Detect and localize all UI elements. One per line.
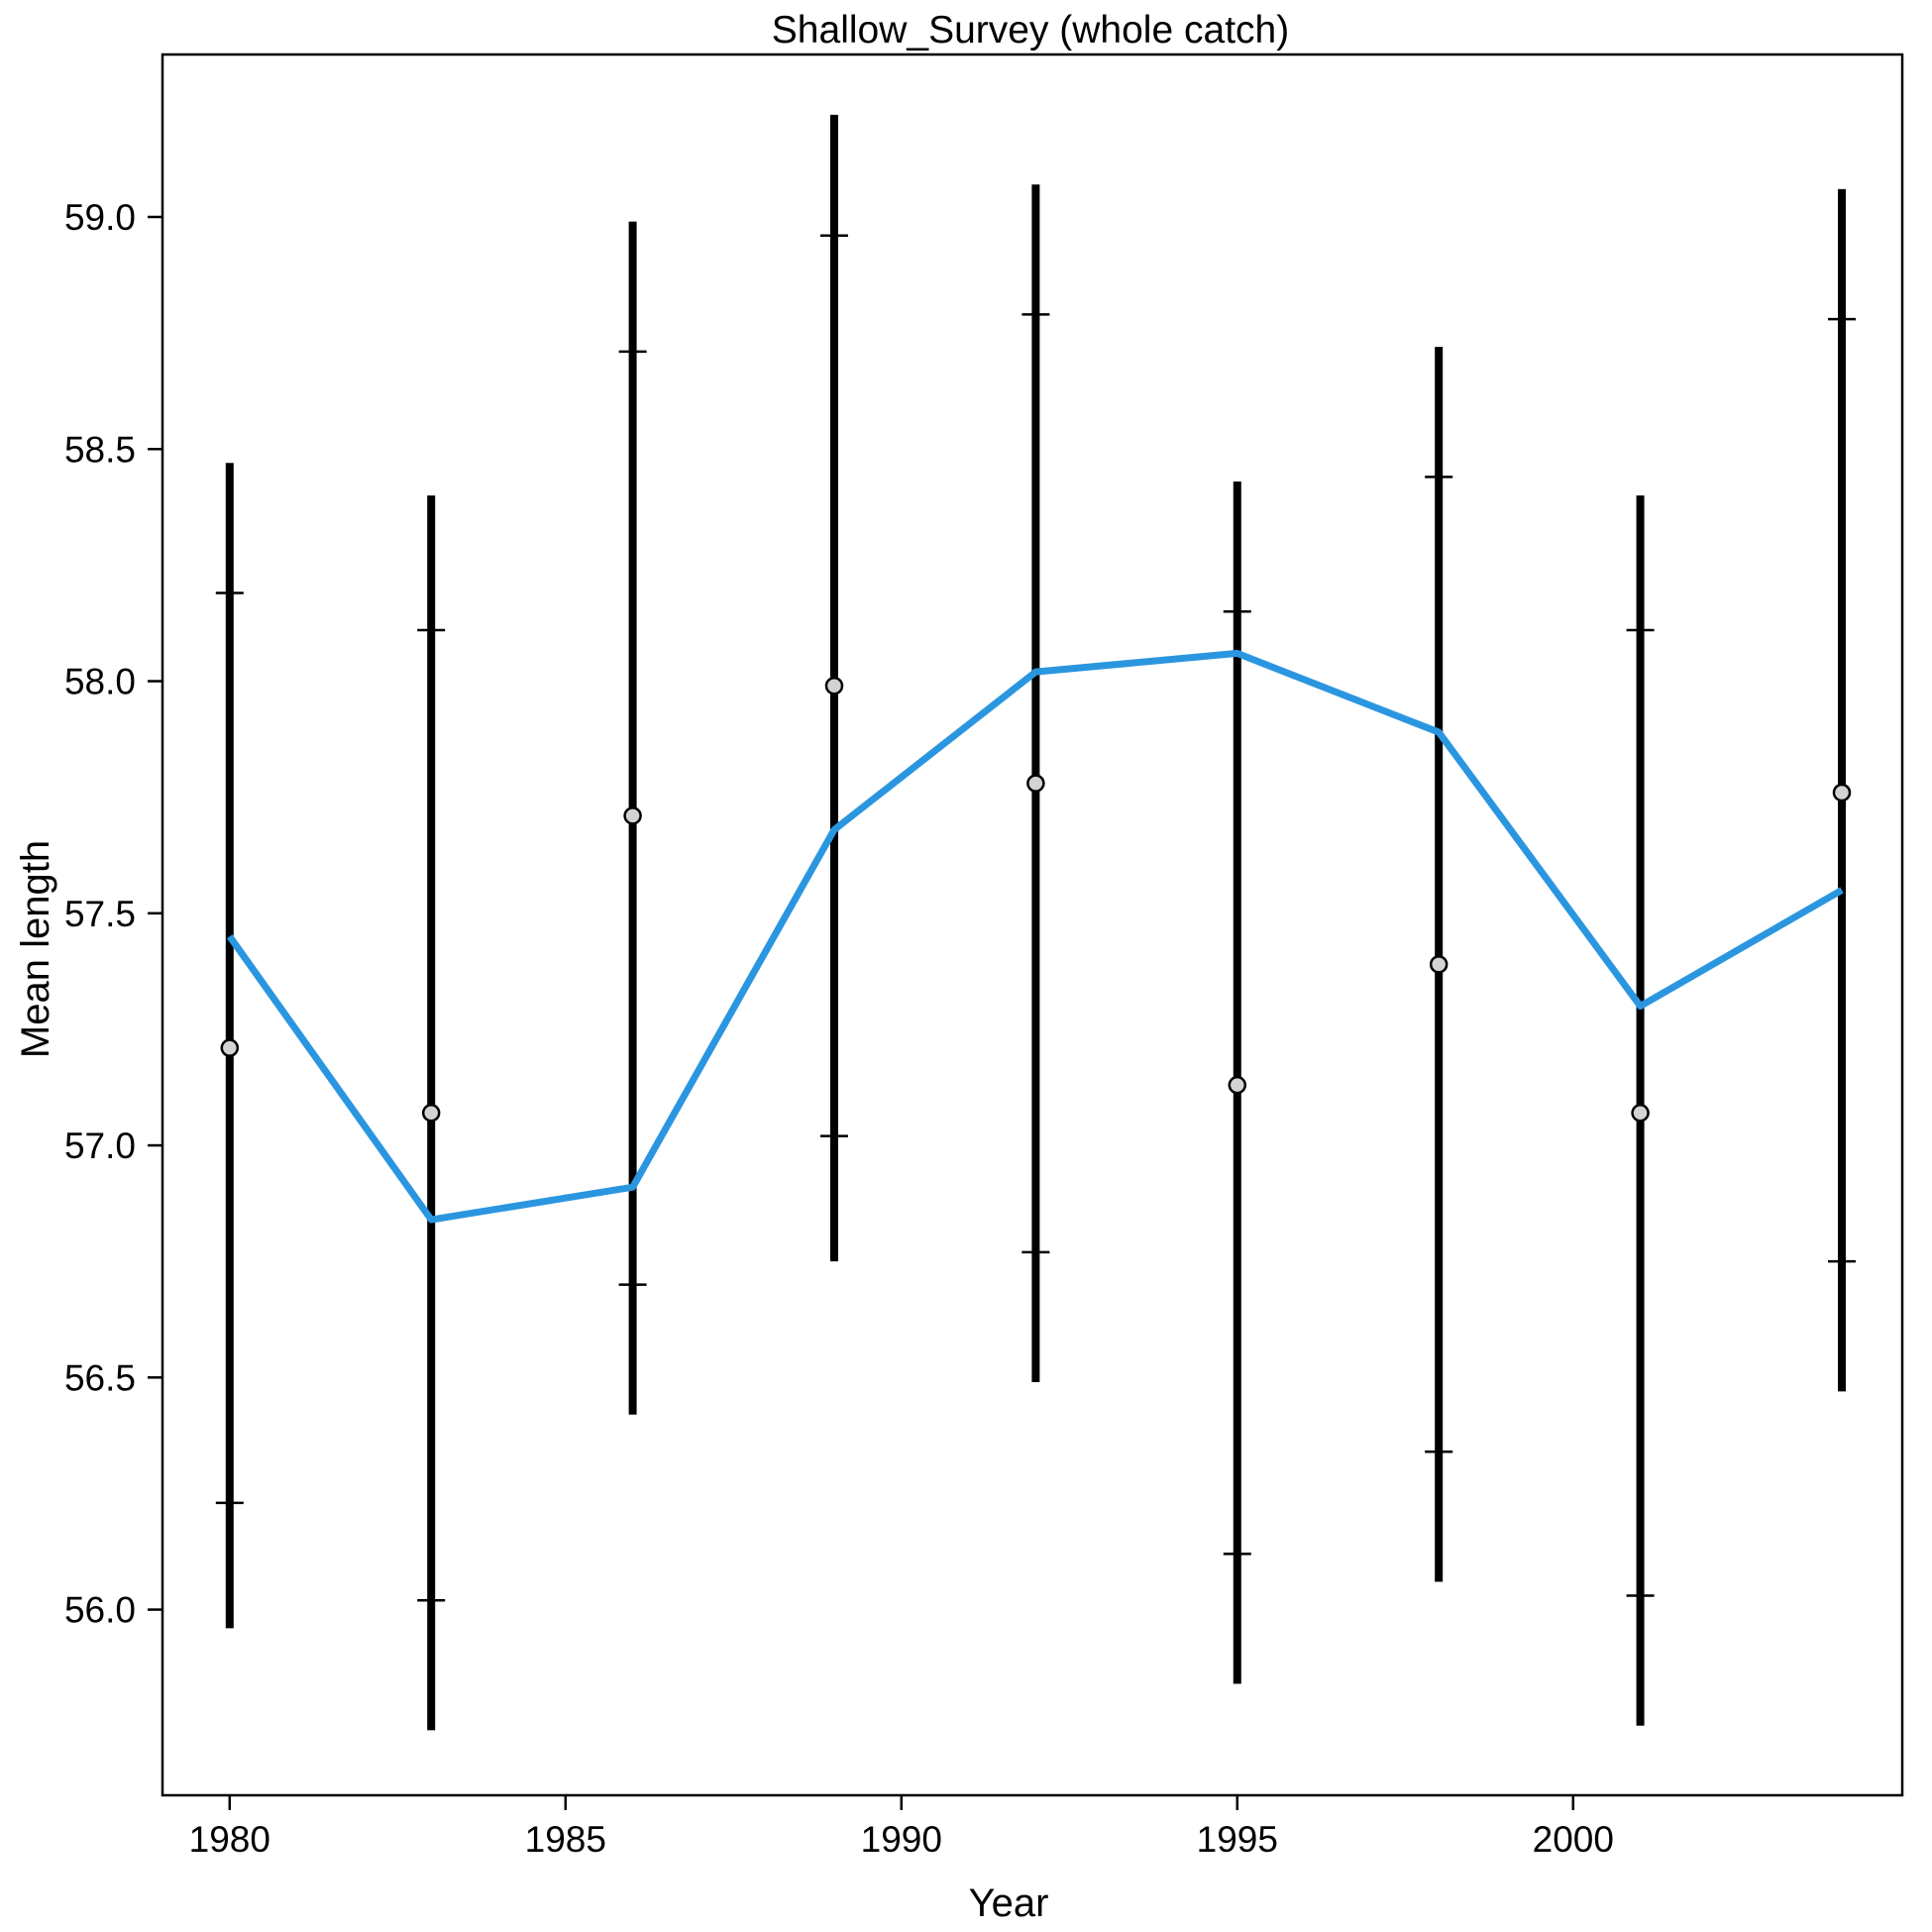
y-axis-label: Mean length bbox=[14, 840, 57, 1058]
observed-point bbox=[220, 1038, 240, 1057]
plot-area-frame bbox=[161, 53, 1904, 1797]
interval-bars bbox=[215, 114, 1856, 1731]
y-tick-label: 58.0 bbox=[64, 662, 136, 702]
y-tick-label: 57.0 bbox=[64, 1126, 136, 1166]
x-axis-label: Year bbox=[969, 1881, 1049, 1925]
observed-points bbox=[220, 676, 1852, 1123]
expected-series bbox=[226, 649, 1844, 1224]
observed-point bbox=[1631, 1104, 1650, 1123]
y-tick-label: 58.5 bbox=[64, 429, 136, 470]
observed-point bbox=[1026, 774, 1045, 793]
y-tick-label: 56.5 bbox=[64, 1357, 136, 1398]
chart-title: Shallow_Survey (whole catch) bbox=[772, 9, 1289, 52]
observed-point bbox=[1832, 783, 1852, 803]
x-tick-label: 1990 bbox=[861, 1819, 942, 1860]
x-tick-label: 1980 bbox=[189, 1819, 270, 1860]
observed-point bbox=[421, 1104, 441, 1123]
x-tick-label: 2000 bbox=[1533, 1819, 1614, 1860]
x-tick-label: 1995 bbox=[1197, 1819, 1278, 1860]
y-tick-label: 56.0 bbox=[64, 1590, 136, 1631]
y-tick-label: 57.5 bbox=[64, 894, 136, 934]
observed-point bbox=[824, 676, 844, 696]
x-tick-label: 1985 bbox=[525, 1819, 606, 1860]
observed-point bbox=[623, 806, 642, 825]
expected-line bbox=[226, 649, 1844, 1224]
y-axis: 56.0 56.5 57.0 57.5 58.0 58.5 59.0 bbox=[64, 197, 162, 1631]
y-tick-label: 59.0 bbox=[64, 197, 136, 238]
observed-point bbox=[1429, 955, 1449, 974]
observed-point bbox=[1228, 1075, 1247, 1095]
x-axis: 1980 1985 1990 1995 2000 bbox=[189, 1795, 1614, 1860]
